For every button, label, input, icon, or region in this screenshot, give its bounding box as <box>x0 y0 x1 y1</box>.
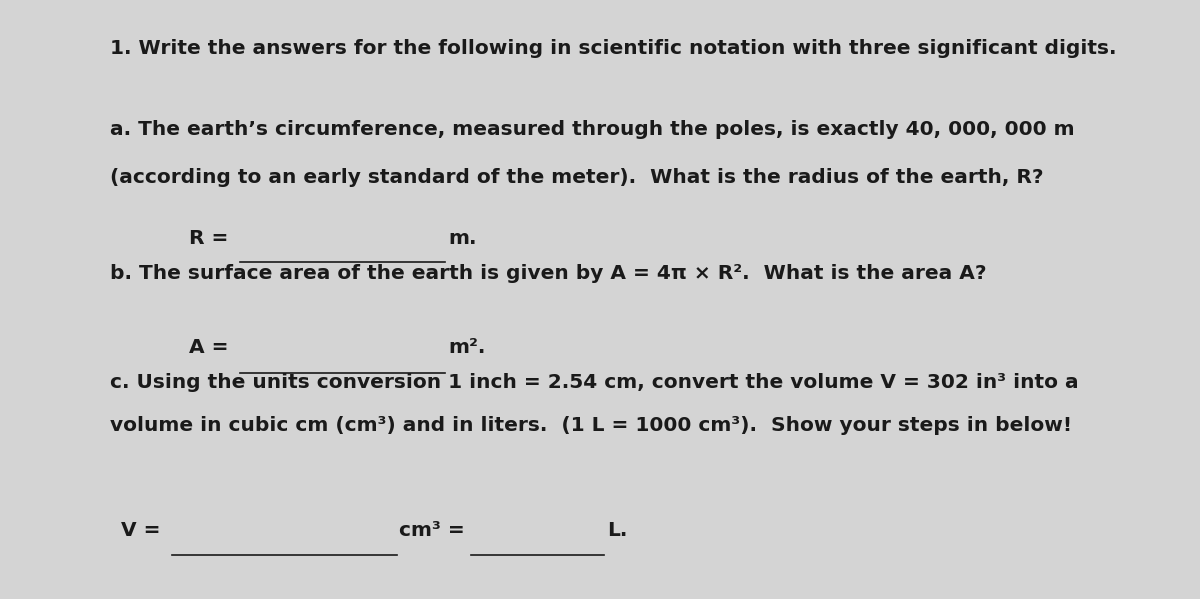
Text: m.: m. <box>448 229 476 248</box>
Text: b. The surface area of the earth is given by A = 4π × R².  What is the area A?: b. The surface area of the earth is give… <box>110 264 986 283</box>
Text: L.: L. <box>607 521 628 540</box>
Text: R =: R = <box>190 229 229 248</box>
Text: (according to an early standard of the meter).  What is the radius of the earth,: (according to an early standard of the m… <box>110 168 1044 187</box>
Text: volume in cubic cm (cm³) and in liters.  (1 L = 1000 cm³).  Show your steps in b: volume in cubic cm (cm³) and in liters. … <box>110 416 1073 435</box>
Text: m².: m². <box>448 338 486 358</box>
Text: c. Using the units conversion 1 inch = 2.54 cm, convert the volume V = 302 in³ i: c. Using the units conversion 1 inch = 2… <box>110 373 1079 392</box>
Text: V =: V = <box>121 521 161 540</box>
Text: cm³ =: cm³ = <box>398 521 464 540</box>
Text: A =: A = <box>190 338 229 358</box>
Text: 1. Write the answers for the following in scientific notation with three signifi: 1. Write the answers for the following i… <box>110 39 1117 58</box>
Text: a. The earth’s circumference, measured through the poles, is exactly 40, 000, 00: a. The earth’s circumference, measured t… <box>110 120 1075 139</box>
